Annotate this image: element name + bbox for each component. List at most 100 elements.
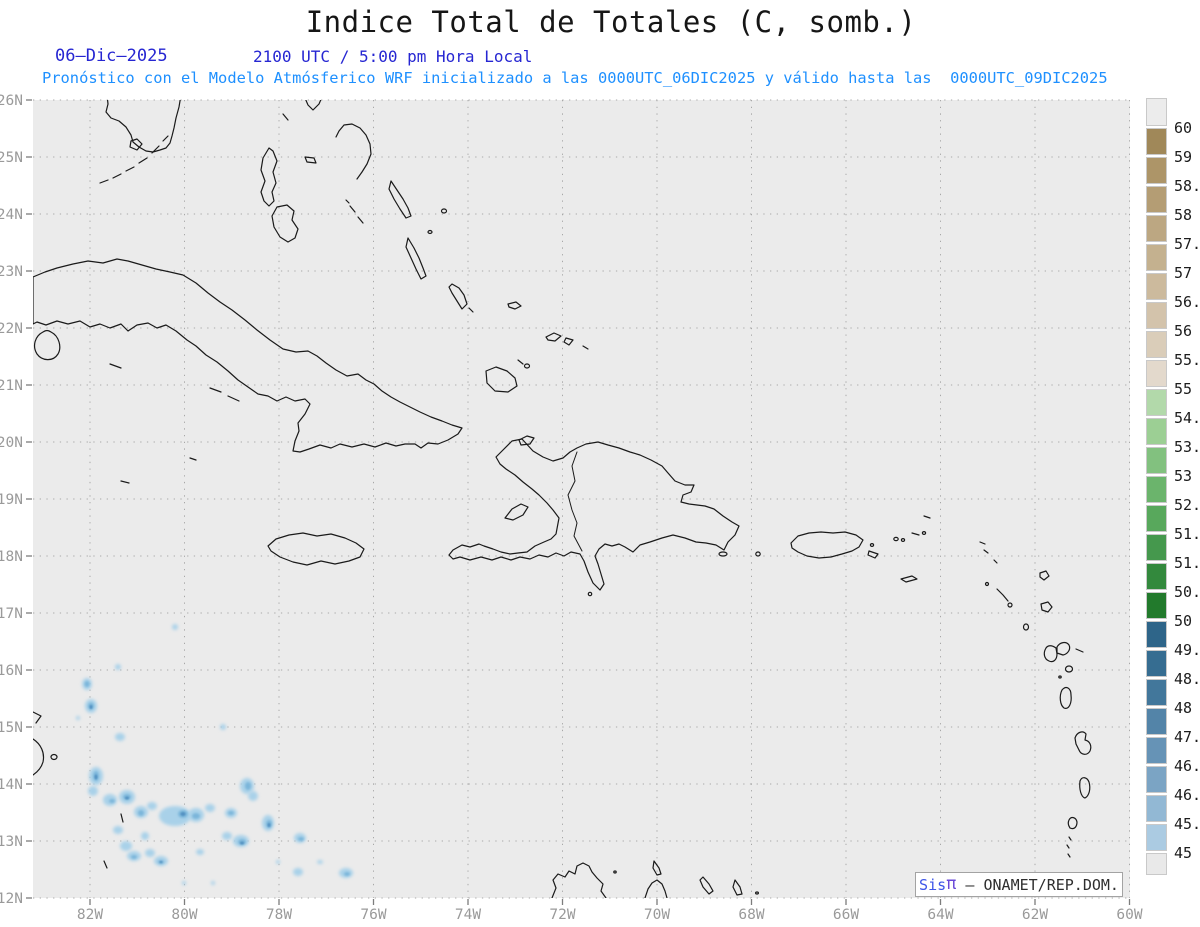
coast-les-saintes bbox=[1058, 675, 1062, 679]
coast-mosquito-cay bbox=[50, 753, 58, 761]
shade-blob-dark bbox=[159, 861, 163, 863]
coast-cuba bbox=[33, 258, 463, 453]
colorbar-tick-label: 58 bbox=[1174, 206, 1192, 224]
shade-blob-mid bbox=[138, 810, 144, 816]
coast-cuba-cays bbox=[109, 363, 240, 402]
colorbar-tick-label: 59 bbox=[1174, 148, 1192, 166]
coast-new-providence bbox=[304, 156, 317, 164]
coast-bonaire bbox=[732, 879, 743, 896]
shade-blob-light bbox=[76, 716, 80, 720]
credit-badge: Sis π – ONAMET/REP.DOM. bbox=[915, 872, 1123, 897]
colorbar-segment bbox=[1146, 98, 1167, 126]
credit-org: – ONAMET/REP.DOM. bbox=[956, 875, 1119, 894]
colorbar-segment bbox=[1146, 302, 1167, 329]
colorbar-tick-label: 60 bbox=[1174, 119, 1192, 137]
colorbar-segment bbox=[1146, 824, 1167, 851]
coast-saona bbox=[718, 551, 728, 557]
coast-isla-juventud bbox=[33, 329, 61, 361]
shade-blob-light bbox=[147, 802, 157, 810]
colorbar-segment bbox=[1146, 331, 1167, 358]
colorbar-tick-label: 54.2 bbox=[1174, 409, 1200, 427]
coast-andros bbox=[260, 147, 299, 243]
colorbar-segment bbox=[1146, 592, 1167, 619]
coast-san-salvador bbox=[440, 208, 448, 214]
coast-gonave bbox=[504, 503, 529, 521]
coast-bimini bbox=[282, 113, 289, 121]
coast-hispaniola bbox=[448, 438, 740, 591]
lon-tick-label: 80W bbox=[171, 907, 197, 923]
coast-st-kitts bbox=[996, 588, 1009, 602]
colorbar-segment bbox=[1146, 650, 1167, 677]
colorbar-tick-label: 48.6 bbox=[1174, 670, 1200, 688]
shade-blob-dark bbox=[180, 812, 186, 816]
colorbar-tick-label: 53 bbox=[1174, 467, 1192, 485]
coast-florida-bay bbox=[129, 138, 143, 151]
colorbar-tick-label: 57 bbox=[1174, 264, 1192, 282]
colorbar-tick-label: 51.2 bbox=[1174, 554, 1200, 572]
shade-blob-light bbox=[141, 832, 149, 840]
colorbar-labels: 60 59 58.5 58 57.5 57 56.5 56 55.5 55 54.2 53.6 53 52… bbox=[1174, 119, 1200, 862]
coast-saba bbox=[984, 581, 990, 587]
coast-crooked-acklins bbox=[448, 283, 474, 313]
lat-tick-label: 16N bbox=[0, 663, 23, 679]
lon-tick-label: 76W bbox=[360, 907, 386, 923]
coast-tortola bbox=[911, 515, 931, 536]
colorbar-tick-label: 45.6 bbox=[1174, 815, 1200, 833]
lon-tick-label: 62W bbox=[1022, 907, 1048, 923]
colorbar-segment bbox=[1146, 360, 1167, 387]
shade-blob-mid bbox=[192, 813, 200, 819]
colorbar-segment bbox=[1146, 853, 1167, 875]
coast-providencia bbox=[103, 813, 124, 869]
shade-blob-light bbox=[205, 804, 215, 812]
lon-tick-label: 82W bbox=[77, 907, 103, 923]
shade-blob-light bbox=[115, 664, 121, 670]
shade-blob-light bbox=[220, 724, 226, 730]
lat-tick-label: 14N bbox=[0, 777, 23, 793]
colorbar-tick-label: 51.8 bbox=[1174, 525, 1200, 543]
credit-brand: Sis bbox=[919, 875, 947, 894]
colorbar-segment bbox=[1146, 505, 1167, 532]
lat-tick-label: 17N bbox=[0, 606, 23, 622]
shade-blob-dark bbox=[267, 823, 271, 827]
lon-tick-label: 64W bbox=[927, 907, 953, 923]
coast-culebra bbox=[869, 542, 875, 547]
colorbar-segment bbox=[1146, 795, 1167, 822]
coast-exuma bbox=[345, 199, 364, 224]
coast-curacao bbox=[699, 876, 714, 895]
coast-st-vincent bbox=[1067, 816, 1078, 830]
page-title: Indice Total de Totales (C, somb.) bbox=[305, 5, 917, 39]
lon-tick-label: 66W bbox=[833, 907, 859, 923]
coast-anguilla-st-martin bbox=[979, 541, 998, 564]
colorbar-tick-label: 53.6 bbox=[1174, 438, 1200, 456]
coast-long-island bbox=[405, 237, 427, 280]
colorbar-tick-label: 52.4 bbox=[1174, 496, 1200, 514]
coast-caymans bbox=[120, 457, 197, 484]
shade-blob-mid bbox=[109, 799, 115, 803]
colorbar-tick-label: 47.4 bbox=[1174, 728, 1200, 746]
shade-blob-mid bbox=[298, 837, 304, 841]
colorbar-segment bbox=[1146, 737, 1167, 764]
coast-st-lucia bbox=[1079, 777, 1091, 799]
coast-eleuthera bbox=[335, 123, 372, 180]
lat-tick-label: 13N bbox=[0, 834, 23, 850]
forecast-description: Pronóstico con el Modelo Atmósferico WRF… bbox=[42, 69, 1108, 87]
shade-blob-light bbox=[293, 868, 303, 876]
shade-blob-light bbox=[182, 881, 186, 885]
coast-montserrat bbox=[1022, 623, 1030, 631]
colorbar-tick-label: 55 bbox=[1174, 380, 1192, 398]
lon-tick-label: 60W bbox=[1116, 907, 1142, 923]
colorbar-tick-label: 48 bbox=[1174, 699, 1192, 717]
colorbar-tick-label: 45 bbox=[1174, 844, 1192, 862]
axis-ticks bbox=[26, 99, 1131, 905]
colorbar-segment bbox=[1146, 157, 1167, 184]
colorbar-tick-label: 57.5 bbox=[1174, 235, 1200, 253]
shade-blob-light bbox=[196, 849, 204, 855]
lat-tick-label: 24N bbox=[0, 207, 23, 223]
coast-paraguana bbox=[644, 879, 668, 898]
colorbar-segment bbox=[1146, 186, 1167, 213]
colorbar-segment bbox=[1146, 273, 1167, 300]
lon-tick-label: 78W bbox=[266, 907, 292, 923]
shade-blob-light bbox=[120, 841, 132, 851]
lat-tick-label: 18N bbox=[0, 549, 23, 565]
